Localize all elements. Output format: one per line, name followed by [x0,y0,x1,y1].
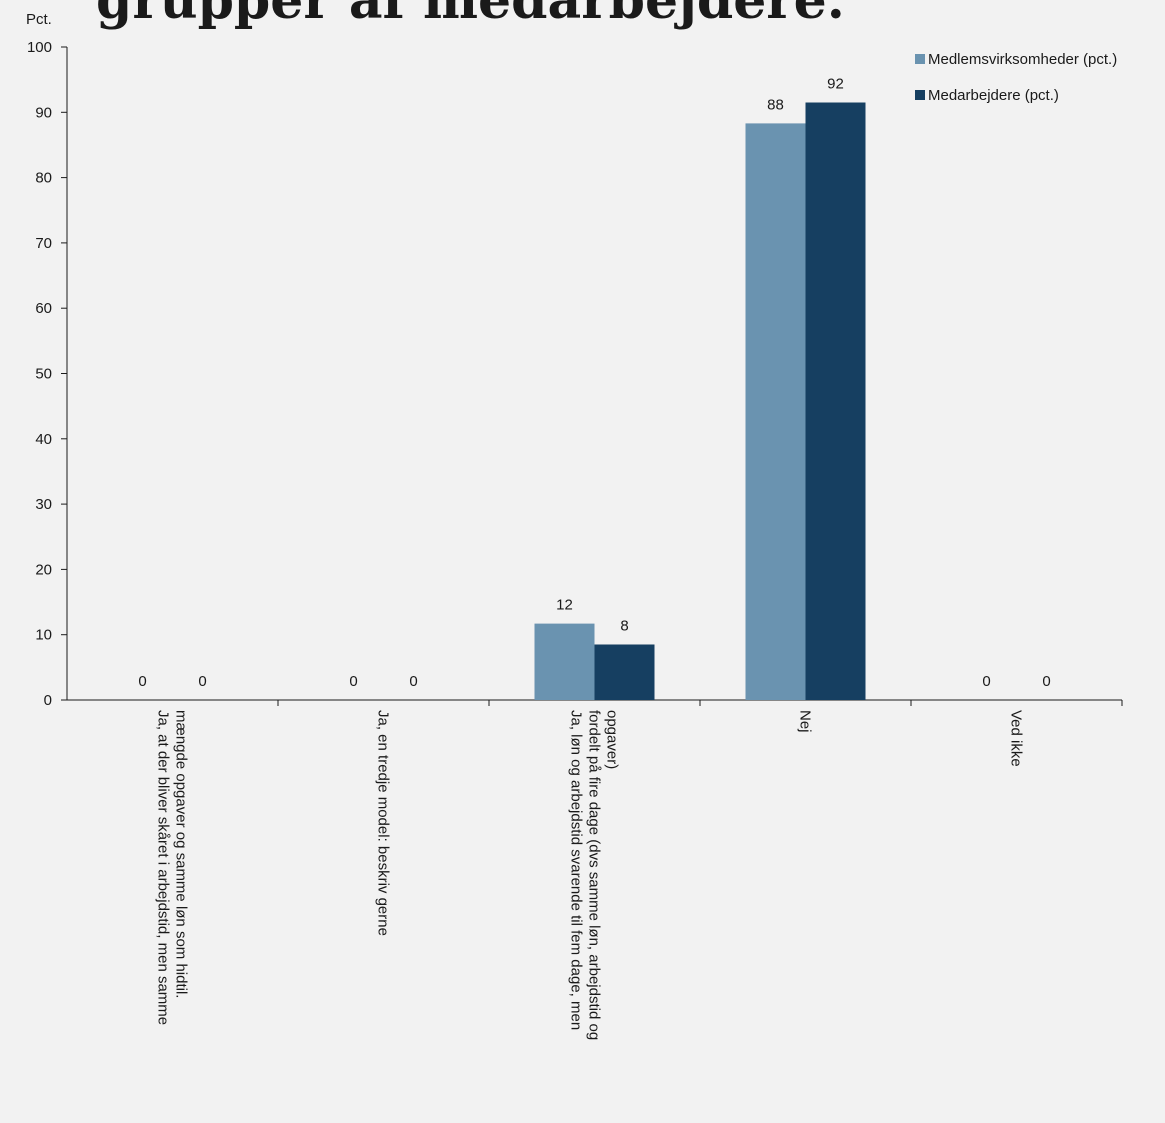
data-label: 0 [409,673,417,690]
data-label: 92 [827,76,844,93]
bar [745,123,806,700]
y-axis-label: Pct. [26,11,52,28]
legend-label: Medlemsvirksomheder (pct.) [928,51,1117,68]
bar [594,644,655,700]
category-label: Ja, en tredje model: beskriv gerne [375,710,392,936]
y-tick-label: 70 [35,235,52,252]
legend-label: Medarbejdere (pct.) [928,87,1059,104]
x-axis-ticks [277,700,1123,706]
y-tick-label: 100 [27,39,52,56]
y-tick-label: 30 [35,496,52,513]
data-labels-group: 0 0 12 88 0 0 0 8 92 0 [138,76,1050,690]
y-tick-label: 20 [35,561,52,578]
data-label: 0 [349,673,357,690]
category-label-line: mængde opgaver og samme løn som hidtil. [173,710,190,998]
category-label: Ved ikke [1008,710,1025,767]
category-label-line: opgaver) [604,710,621,769]
category-label: Nej [797,710,814,733]
bar [534,623,595,700]
data-label: 12 [556,597,573,614]
y-tick-label: 90 [35,104,52,121]
legend-swatch [915,90,925,100]
y-tick-label: 10 [35,627,52,644]
y-tick-label: 60 [35,300,52,317]
data-label: 0 [198,673,206,690]
data-label: 8 [620,617,628,634]
y-tick-label: 0 [44,692,52,709]
chart-title: grupper af medarbejdere. [96,0,845,31]
category-label-line: Ja, en tredje model: beskriv gerne [375,710,392,936]
data-label: 0 [982,673,990,690]
y-tick-label: 40 [35,431,52,448]
category-label-line: Ja, løn og arbejdstid svarende til fem d… [568,710,585,1030]
data-label: 0 [138,673,146,690]
category-label-line: fordelt på fire dage (dvs samme løn, arb… [586,710,603,1040]
category-label-line: Nej [797,710,814,733]
category-labels-group: Ja, at der bliver skåret i arbejdstid, m… [155,710,1025,1040]
legend: Medlemsvirksomheder (pct.) Medarbejdere (… [915,51,1117,104]
bar-series-group [534,102,866,700]
y-tick-label: 50 [35,366,52,383]
bar [805,102,866,700]
y-tick-label: 80 [35,170,52,187]
category-label-line: Ja, at der bliver skåret i arbejdstid, m… [155,710,172,1025]
data-label: 88 [767,96,784,113]
category-label: Ja, løn og arbejdstid svarende til fem d… [568,710,621,1040]
legend-swatch [915,54,925,64]
data-label: 0 [1042,673,1050,690]
category-label-line: Ved ikke [1008,710,1025,767]
category-label: Ja, at der bliver skåret i arbejdstid, m… [155,710,190,1025]
y-axis-ticks: 0 10 20 30 40 50 60 70 80 90 100 [27,39,67,709]
